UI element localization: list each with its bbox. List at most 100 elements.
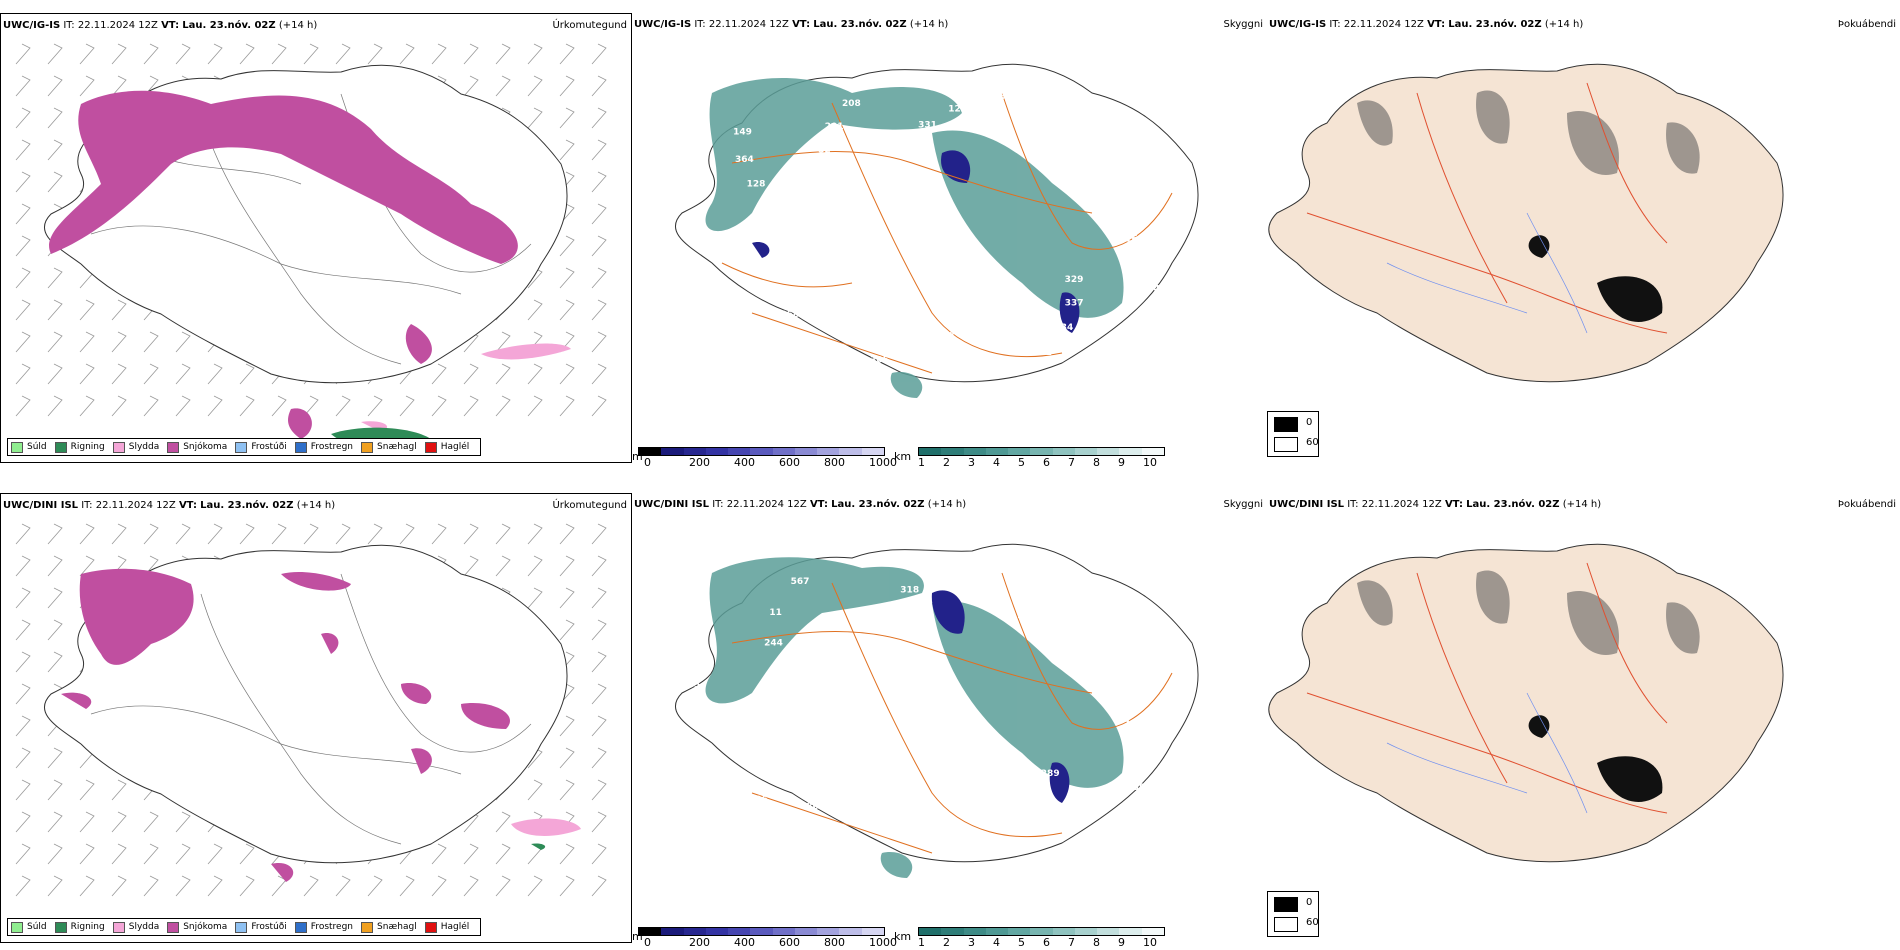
wind-barb [15,875,31,897]
colorbar-segment [705,448,729,455]
wind-barb [143,331,159,353]
wind-barb [559,875,575,897]
peak-label: 107 [1059,611,1078,621]
wind-barb [527,107,543,129]
wind-barb [111,75,127,97]
wind-barb [47,299,63,321]
wind-barb [15,235,31,257]
peak-label: 364 [735,155,754,165]
colorbar-segment [772,928,795,935]
wind-barb [591,555,607,577]
precip-legend-label: Rigning [70,442,105,452]
colorbar-tick-label: 4 [993,936,1000,949]
panel-type-label: Þokuábendi [1837,499,1896,510]
wind-barb [559,299,575,321]
wind-barb [367,523,383,545]
row1-precip-type-panel: UWC/IG-IS IT: 22.11.2024 12Z VT: Lau. 23… [0,13,632,463]
peak-label: 3 [1096,675,1102,685]
km-ticks: 1 2 3 4 5 6 7 8 9 10 [918,936,1163,950]
wind-barb [47,395,63,417]
wind-barb [15,299,31,321]
precip-legend-swatch [424,441,437,453]
colorbar-tick-label: 2 [943,936,950,949]
wind-barb [527,395,543,417]
fog-legend-bottom: 60 [1306,437,1319,448]
peak-label: 10 [992,819,1005,829]
wind-barb [175,363,191,385]
wind-barb [495,875,511,897]
wind-barb [143,811,159,833]
sleet-areas [511,818,581,836]
colorbar-tick-label: 400 [734,936,755,949]
wind-barb [15,587,31,609]
colorbar-tick-label: 1 [918,936,925,949]
rain-areas [531,843,546,850]
snow-areas [49,90,518,439]
peak-labels: 562 16 208 423 329 337 334 302 896 204 152 305 29 52 8… [680,76,1172,365]
wind-barb [207,395,223,417]
wind-barb [47,843,63,865]
peak-label: 208 [842,99,861,109]
peak-label: 118 [1109,137,1128,147]
colorbar-segment [839,928,862,935]
precip-legend-item: Snæhagl [361,921,417,933]
wind-barb [111,299,127,321]
colorbar-tick-label: 9 [1118,936,1125,949]
precip-legend-label: Snæhagl [377,922,417,932]
precip-legend-label: Súld [27,922,47,932]
wind-barb [111,523,127,545]
colorbar-segment [985,928,1009,935]
iceland-land [1268,543,1784,863]
wind-barb [111,395,127,417]
panel-title: UWC/DINI ISL IT: 22.11.2024 12Z VT: Lau.… [1269,499,1602,510]
wind-barb [175,843,191,865]
colorbar-segment [1052,928,1075,935]
wind-barb [431,43,447,65]
wind-barb [303,875,319,897]
precip-legend-label: Haglél [440,442,470,452]
wind-barb [79,555,95,577]
wind-barb [495,75,511,97]
wind-barb [143,523,159,545]
wind-barb [207,843,223,865]
peak-label: 334 [1055,323,1074,333]
wind-barb [591,171,607,193]
precip-legend-item: Súld [11,441,47,453]
wind-barb [15,683,31,705]
wind-barb [15,747,31,769]
colorbar-tick-label: 800 [824,936,845,949]
wind-barb [47,619,63,641]
precip-legend-swatch [11,441,23,453]
colorbar-tick-label: 8 [1093,936,1100,949]
peak-label: 65 [1154,148,1167,158]
peak-label: 106 [749,795,768,805]
colorbar-tick-label: 600 [779,456,800,469]
wind-barb [463,555,479,577]
wind-barb [367,395,383,417]
roads-orange [731,572,1173,854]
peak-label: 220 [1033,84,1052,94]
wind-barb [207,43,223,65]
wind-barb [591,363,607,385]
peak-label: 76 [766,200,779,210]
wind-barb [111,363,127,385]
colorbar-segment [661,448,684,455]
wind-barb [559,715,575,737]
fog-shading [1357,570,1700,655]
navy-low-cloud [931,590,1070,803]
wind-barb [175,875,191,897]
precip-legend-swatch [112,921,125,933]
peak-label: 331 [918,120,937,130]
wind-barb [47,875,63,897]
peak-label: 108 [773,665,792,675]
wind-barb [111,331,127,353]
wind-barb [143,363,159,385]
colorbar-tick-label: 1000 [869,936,897,949]
fog-dense [1528,235,1663,322]
colorbar-tick-label: 4 [993,456,1000,469]
wind-barb [399,875,415,897]
wind-barb [47,75,63,97]
colorbar-segment [941,448,964,455]
wind-barb [527,779,543,801]
colorbar-segment [1074,448,1098,455]
